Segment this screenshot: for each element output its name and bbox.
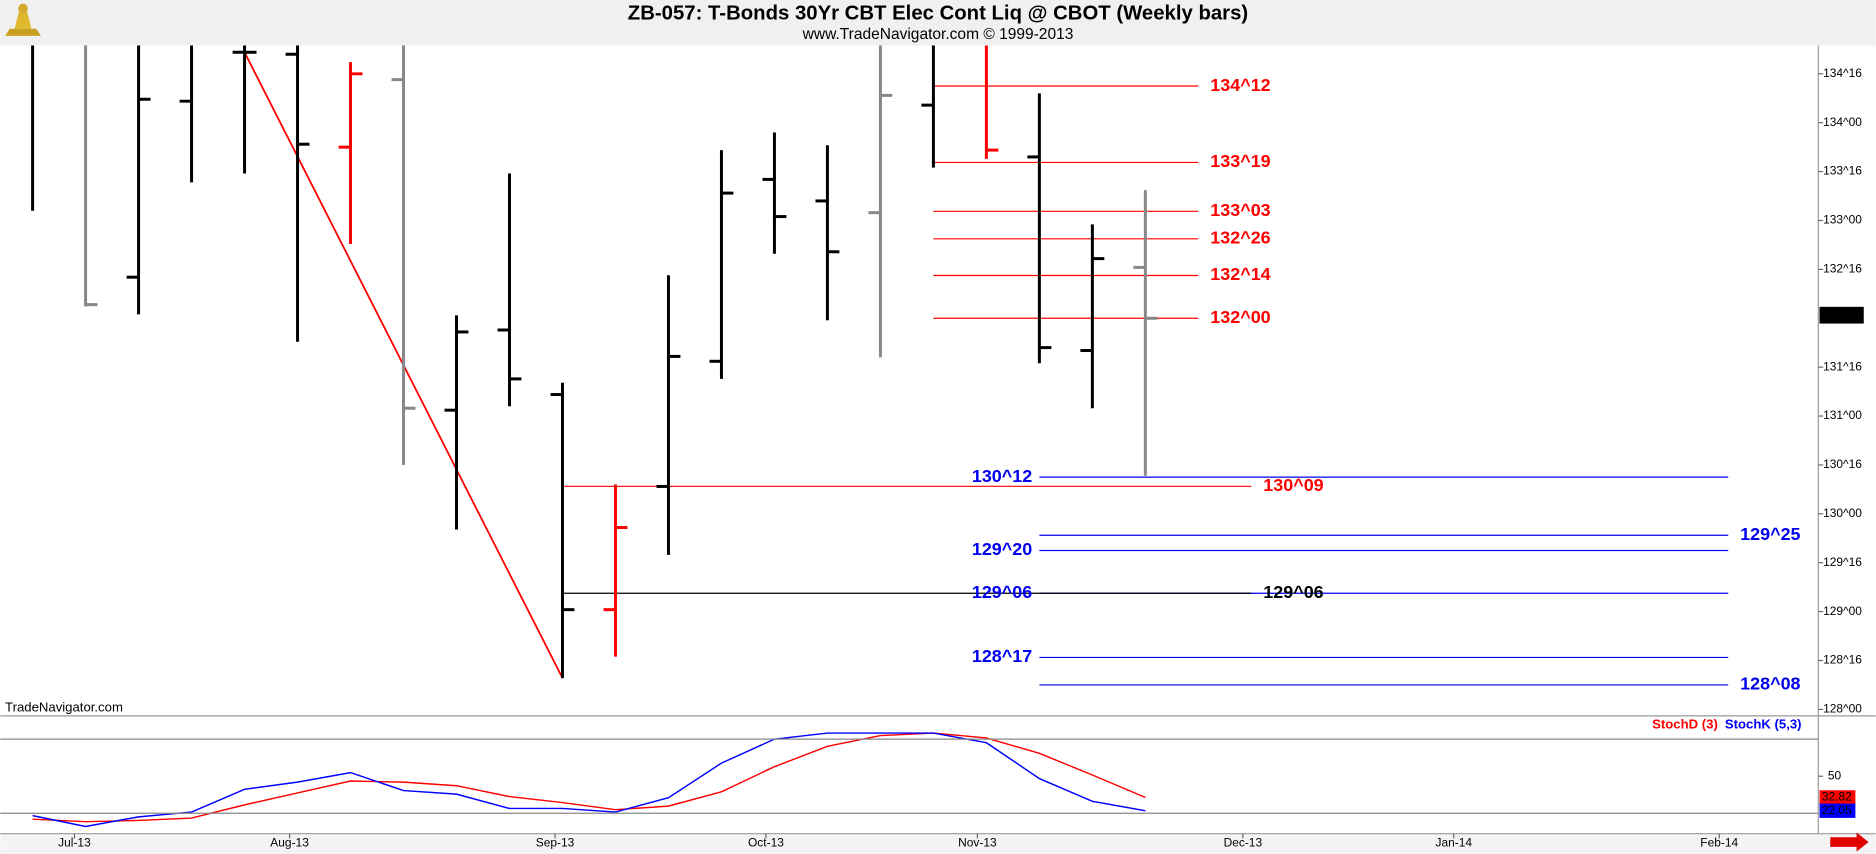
level-label: 130^09	[1263, 475, 1323, 495]
y-tick-label: 129^00	[1823, 604, 1862, 618]
y-tick-label: 132^16	[1823, 262, 1862, 276]
level-label: 132^26	[1210, 228, 1270, 248]
level-label: 129^06	[972, 582, 1032, 602]
y-tick-label: 131^16	[1823, 359, 1862, 373]
legend-entry: StochD (3)	[1652, 716, 1718, 731]
last-price-badge	[1819, 306, 1864, 324]
y-tick-label: 130^16	[1823, 457, 1862, 471]
logo	[5, 3, 41, 36]
last-value-badge	[1819, 790, 1856, 805]
header-band	[0, 0, 1876, 46]
level-label: 133^03	[1210, 200, 1270, 220]
level-label: 128^17	[972, 646, 1032, 666]
y-tick-label: 131^00	[1823, 408, 1862, 422]
y-tick-label: 128^16	[1823, 653, 1862, 667]
scroll-arrow[interactable]	[1830, 832, 1869, 852]
y-tick-label: 134^00	[1823, 115, 1862, 129]
chart-subtitle: www.TradeNavigator.com © 1999-2013	[802, 26, 1074, 43]
level-label: 129^06	[1263, 582, 1323, 602]
y-tick-label: 50	[1828, 768, 1842, 782]
x-axis-band	[0, 833, 1876, 854]
x-tick-label: Aug-13	[270, 835, 309, 849]
last-value-label: 32.82	[1822, 790, 1852, 804]
y-tick-label: 129^16	[1823, 555, 1862, 569]
x-tick-label: Oct-13	[748, 835, 784, 849]
y-tick-label: 133^00	[1823, 213, 1862, 227]
last-value-label: 22.05	[1822, 803, 1852, 817]
x-tick-label: Feb-14	[1700, 835, 1738, 849]
x-tick-label: Jul-13	[58, 835, 91, 849]
last-value-badge	[1819, 803, 1856, 818]
level-label: 133^19	[1210, 151, 1270, 171]
level-label: 130^12	[972, 466, 1032, 486]
level-label: 132^00	[1210, 307, 1270, 327]
y-tick-label: 134^16	[1823, 66, 1862, 80]
y-tick-label: 133^16	[1823, 164, 1862, 178]
x-tick-label: Jan-14	[1435, 835, 1472, 849]
y-tick-label: 128^00	[1823, 702, 1862, 716]
level-label: 129^25	[1740, 524, 1800, 544]
x-tick-label: Sep-13	[536, 835, 575, 849]
stoch-line	[32, 732, 1146, 828]
watermark: TradeNavigator.com	[5, 700, 123, 715]
y-tick-label: 130^00	[1823, 506, 1862, 520]
x-tick-label: Dec-13	[1224, 835, 1263, 849]
stoch-line	[32, 732, 1146, 823]
price-plot	[31, 45, 1729, 686]
level-label: 129^20	[972, 539, 1032, 559]
chart-title: ZB-057: T-Bonds 30Yr CBT Elec Cont Liq @…	[628, 3, 1248, 25]
level-label: 128^08	[1740, 674, 1800, 694]
level-label: 134^12	[1210, 75, 1270, 95]
level-label: 132^14	[1210, 264, 1270, 284]
stoch-plot	[32, 732, 1146, 828]
legend-entry: StochK (5,3)	[1725, 716, 1802, 731]
last-price-label: 132^01	[1822, 307, 1861, 321]
x-tick-label: Nov-13	[958, 835, 997, 849]
